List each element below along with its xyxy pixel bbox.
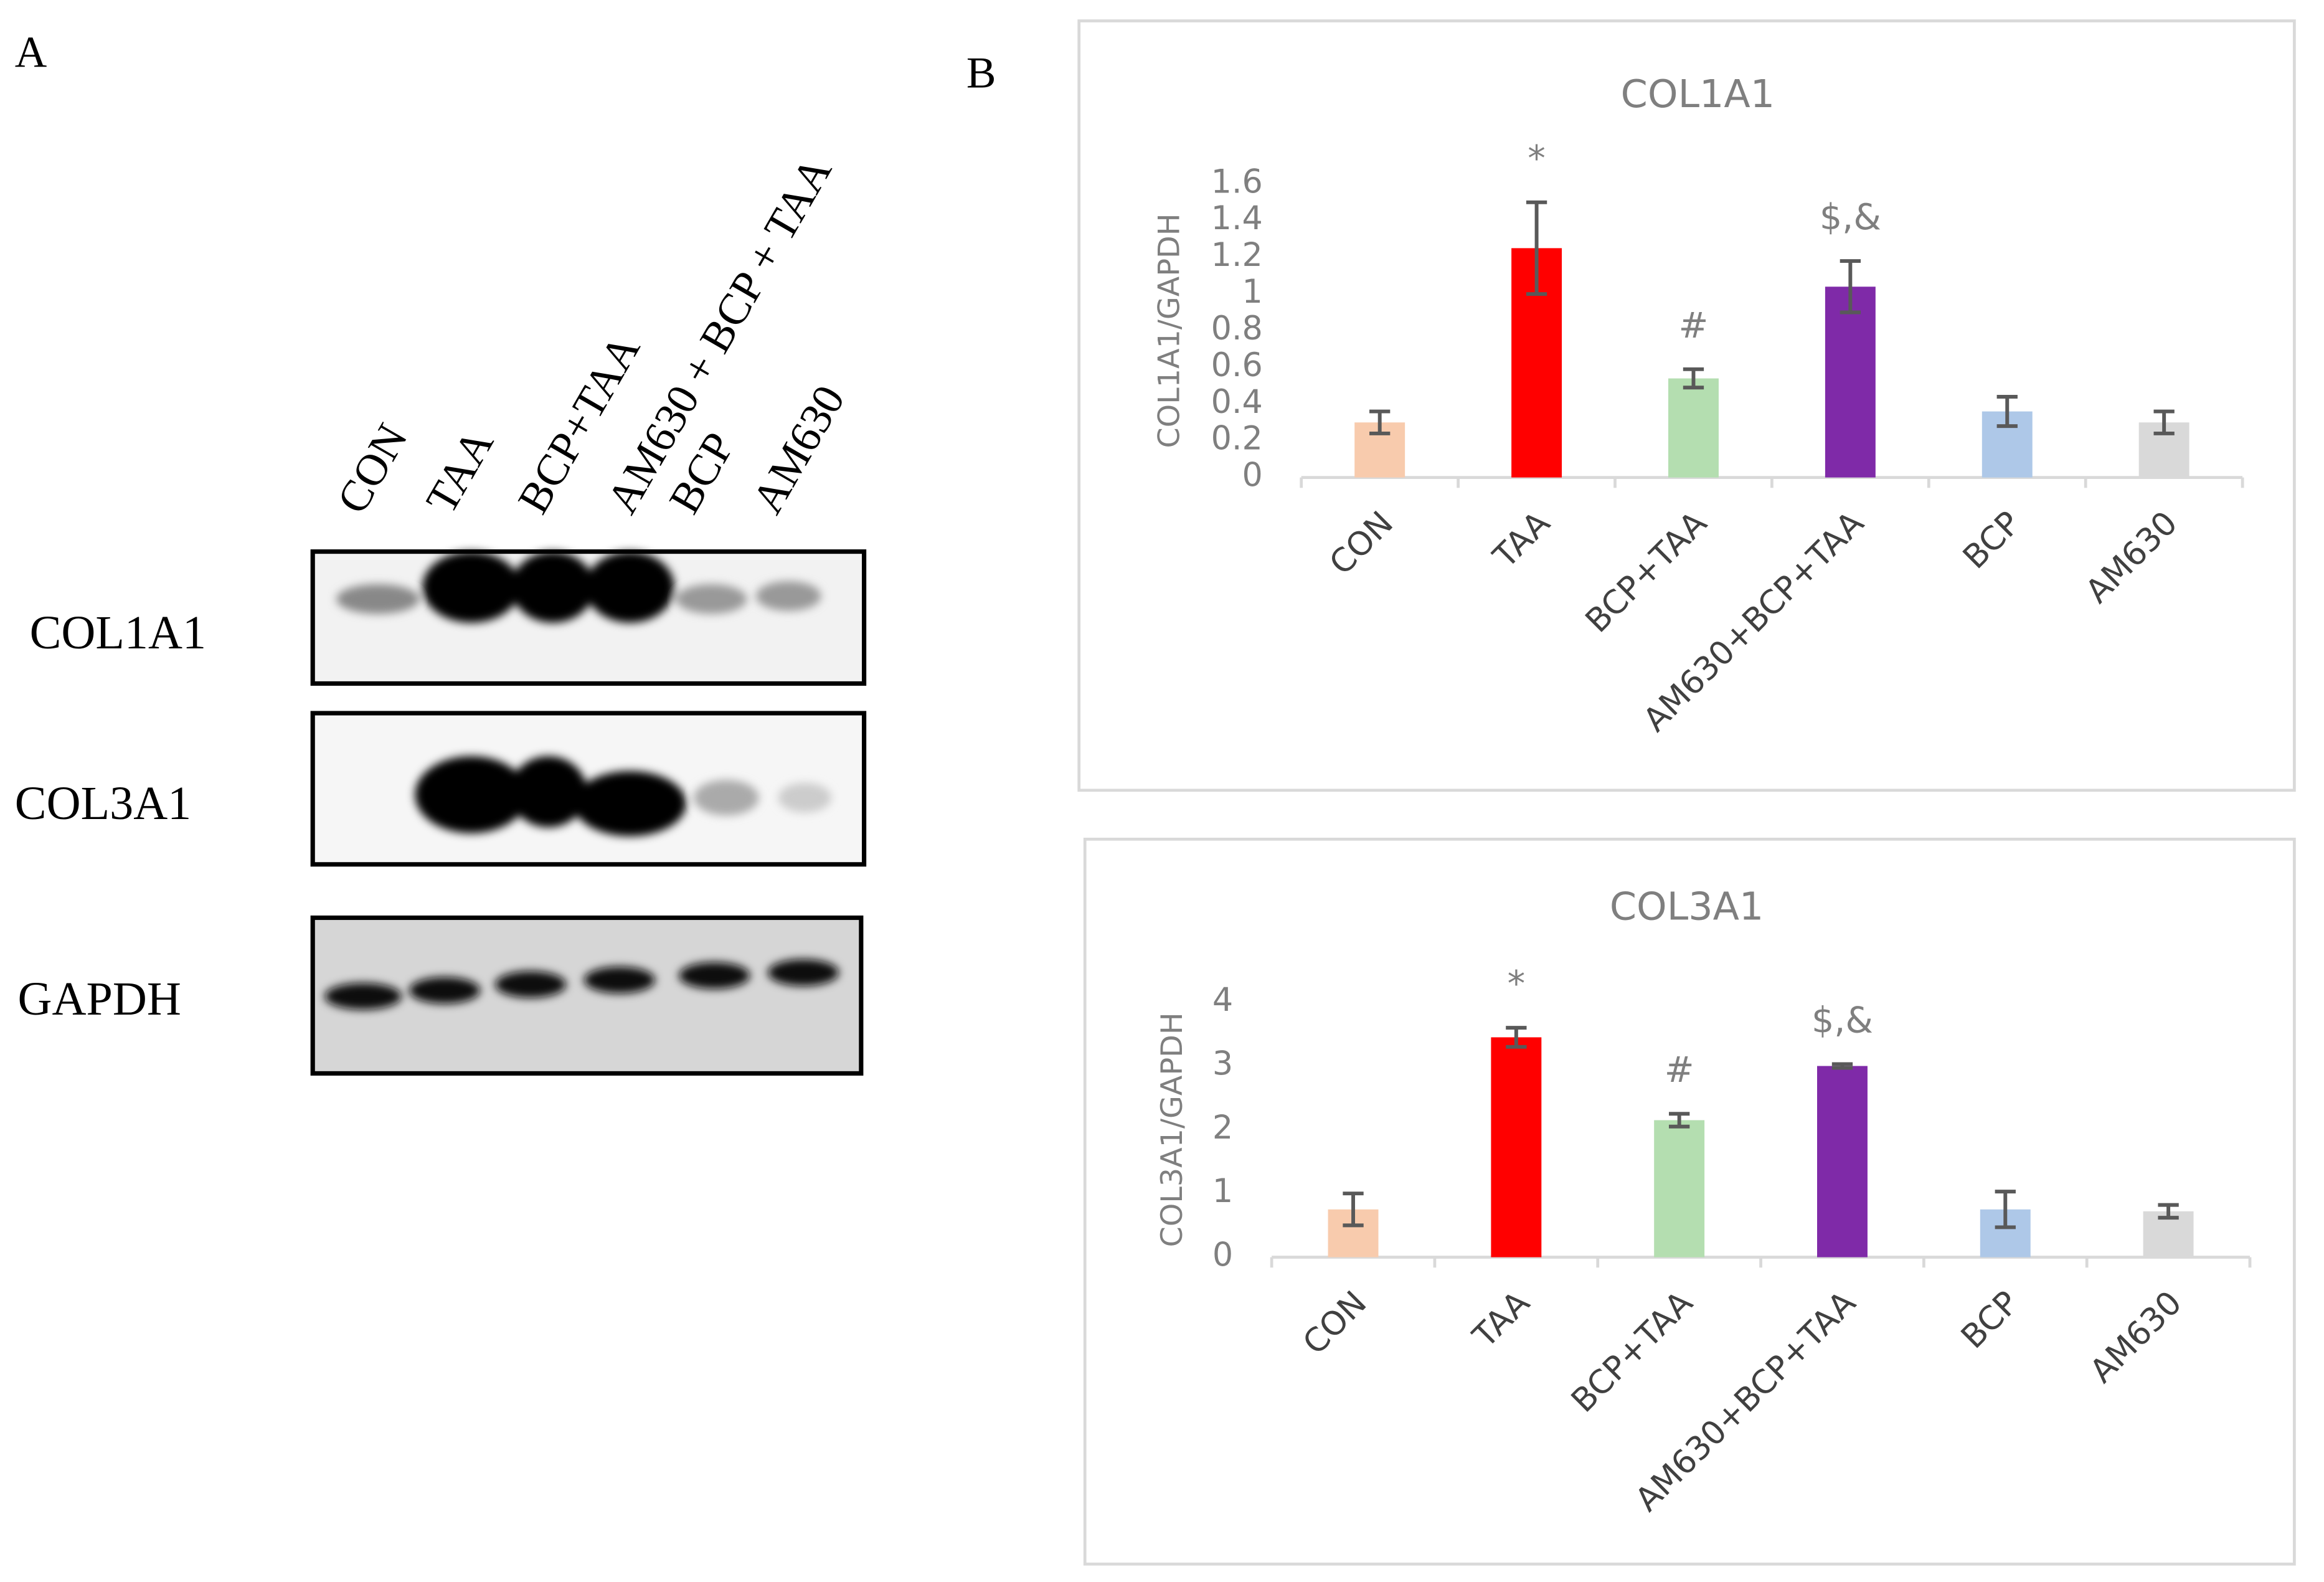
x-tick-label: AM630 [2078, 504, 2185, 610]
y-tick-label: 0.6 [1211, 346, 1263, 384]
y-tick-label: 1.4 [1211, 199, 1263, 237]
lane-label: AM630 [743, 377, 854, 522]
bands [415, 756, 832, 836]
chart-title: COL1A1 [1621, 72, 1775, 116]
bands [336, 551, 821, 623]
annotation: $,& [1820, 197, 1881, 238]
y-tick-label: 0.4 [1211, 383, 1263, 421]
x-tick-label: BCP [1954, 1284, 2026, 1356]
x-tick-label: CON [1322, 504, 1401, 582]
y-tick-label: 3 [1212, 1045, 1233, 1083]
blot-row-label: COL3A1 [15, 777, 191, 830]
y-axis-label: COL3A1/GAPDH [1155, 1012, 1189, 1247]
annotation: * [1528, 138, 1546, 179]
y-tick-label: 0 [1242, 457, 1263, 495]
lane-label: CON [328, 416, 417, 522]
chart-frame [1077, 19, 2296, 792]
blot-images [310, 549, 867, 1076]
blot-row-label: GAPDH [18, 973, 181, 1025]
y-tick-label: 1.6 [1211, 163, 1263, 201]
bar [1654, 1120, 1705, 1258]
bar [1825, 287, 1876, 478]
y-tick-label: 2 [1212, 1109, 1233, 1147]
x-tick-label: BCP [1956, 504, 2028, 576]
chart-title: COL3A1 [1610, 884, 1764, 929]
bar [1817, 1066, 1868, 1258]
x-tick-label: TAA [1486, 504, 1557, 575]
x-tick-label: TAA [1465, 1284, 1537, 1355]
y-tick-label: 0 [1212, 1236, 1233, 1274]
y-tick-label: 1 [1212, 1172, 1233, 1210]
panel-label: B [966, 48, 996, 97]
y-axis-label: COL1A1/GAPDH [1152, 214, 1186, 448]
annotation: * [1508, 964, 1526, 1005]
y-tick-label: 4 [1212, 981, 1233, 1019]
x-tick-label: BCP+TAA [1564, 1284, 1701, 1420]
bands [324, 959, 839, 1010]
blot-row-label: COL1A1 [30, 607, 206, 659]
annotation: $,& [1811, 1000, 1873, 1041]
panel-label: A [15, 27, 47, 77]
lane-label: TAA [417, 421, 503, 522]
x-tick-label: CON [1296, 1284, 1374, 1362]
bar [1491, 1037, 1542, 1258]
annotation: # [1679, 305, 1709, 346]
bar [1668, 378, 1719, 478]
y-tick-label: 1.2 [1211, 236, 1263, 274]
y-tick-label: 0.8 [1211, 310, 1263, 348]
annotation: # [1665, 1049, 1694, 1091]
x-tick-label: AM630 [2082, 1284, 2189, 1390]
chart-frame [1083, 837, 2296, 1566]
blot-frame [310, 915, 864, 1076]
y-tick-label: 1 [1242, 273, 1263, 311]
x-tick-label: BCP+TAA [1578, 504, 1714, 640]
y-tick-label: 0.2 [1211, 420, 1263, 458]
